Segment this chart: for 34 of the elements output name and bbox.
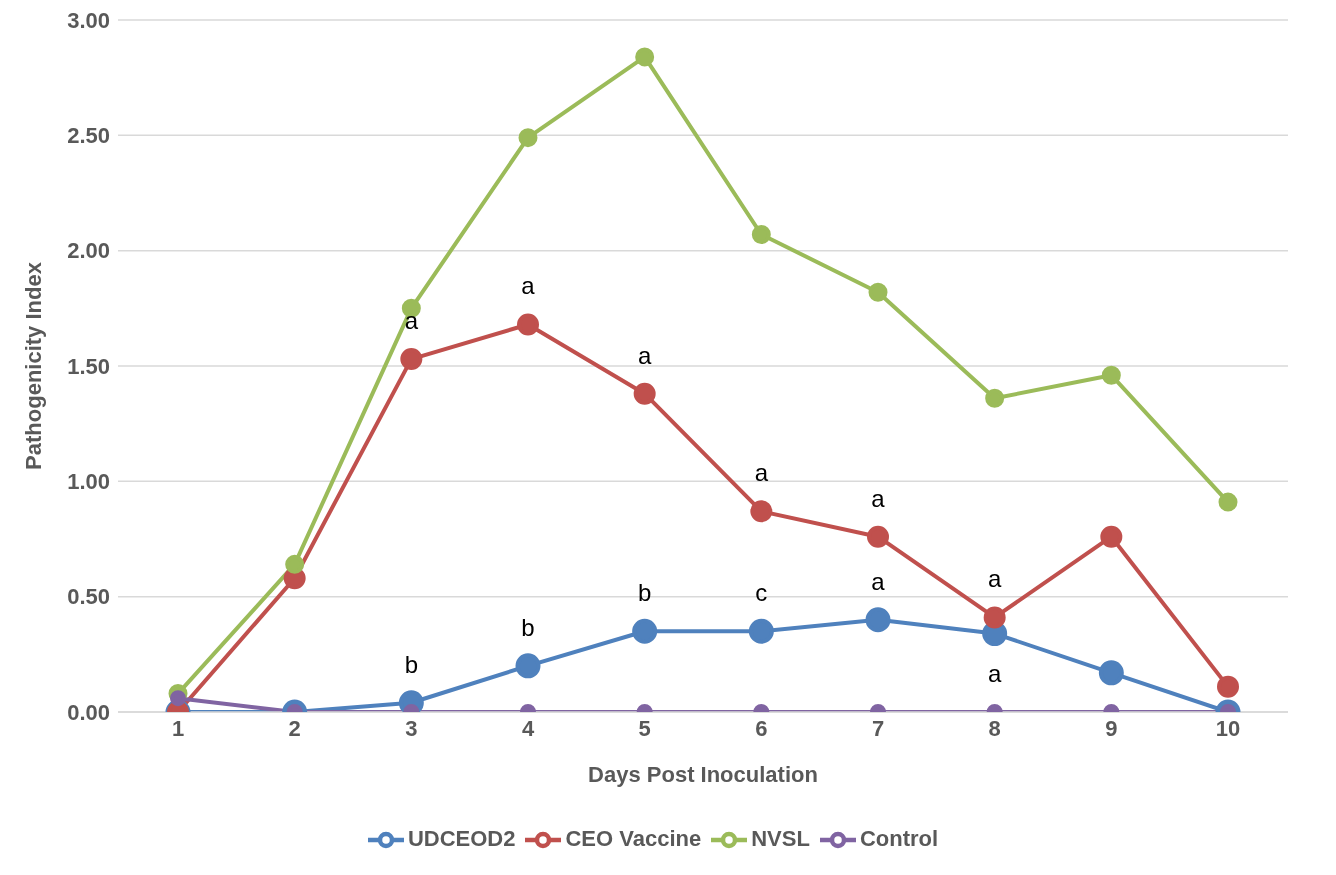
annotation: b xyxy=(637,579,652,607)
annotation: b xyxy=(521,613,535,641)
annotation: a xyxy=(871,567,886,595)
annotation: a xyxy=(987,565,1002,593)
annotation: b xyxy=(404,650,419,678)
y-tick-label: 0.50 xyxy=(67,584,110,610)
legend-label: NVSL xyxy=(751,825,810,851)
y-tick-label: 2.50 xyxy=(67,123,110,149)
annotation: a xyxy=(521,272,536,300)
y-tick-label: 3.00 xyxy=(67,7,110,33)
x-tick-label: 3 xyxy=(405,715,418,741)
x-tick-label: 1 xyxy=(171,715,185,741)
x-tick-label: 5 xyxy=(638,715,651,741)
x-axis-title: Days Post Inoculation xyxy=(588,762,818,787)
x-tick-label: 6 xyxy=(755,715,768,741)
x-tick-label: 8 xyxy=(988,715,1001,741)
x-tick-label: 7 xyxy=(871,715,885,741)
y-tick-label: 2.00 xyxy=(67,238,110,264)
y-tick-label: 1.00 xyxy=(67,469,110,495)
legend-label: UDCEOD2 xyxy=(407,825,516,851)
legend-label: CEO Vaccine xyxy=(565,825,702,851)
annotation: a xyxy=(871,484,886,512)
y-tick-label: 0.00 xyxy=(67,699,110,725)
annotation: a xyxy=(987,660,1002,687)
x-tick-label: 2 xyxy=(288,715,301,741)
annotation: c xyxy=(755,579,768,607)
x-tick-label: 10 xyxy=(1215,715,1241,741)
y-axis-title: Pathogenicity Index xyxy=(20,261,46,470)
y-tick-label: 1.50 xyxy=(67,353,110,379)
legend-label: Control xyxy=(859,825,939,851)
annotation: a xyxy=(637,341,652,369)
x-tick-label: 9 xyxy=(1105,715,1118,741)
annotation: a xyxy=(754,459,769,487)
x-tick-label: 4 xyxy=(521,715,535,741)
